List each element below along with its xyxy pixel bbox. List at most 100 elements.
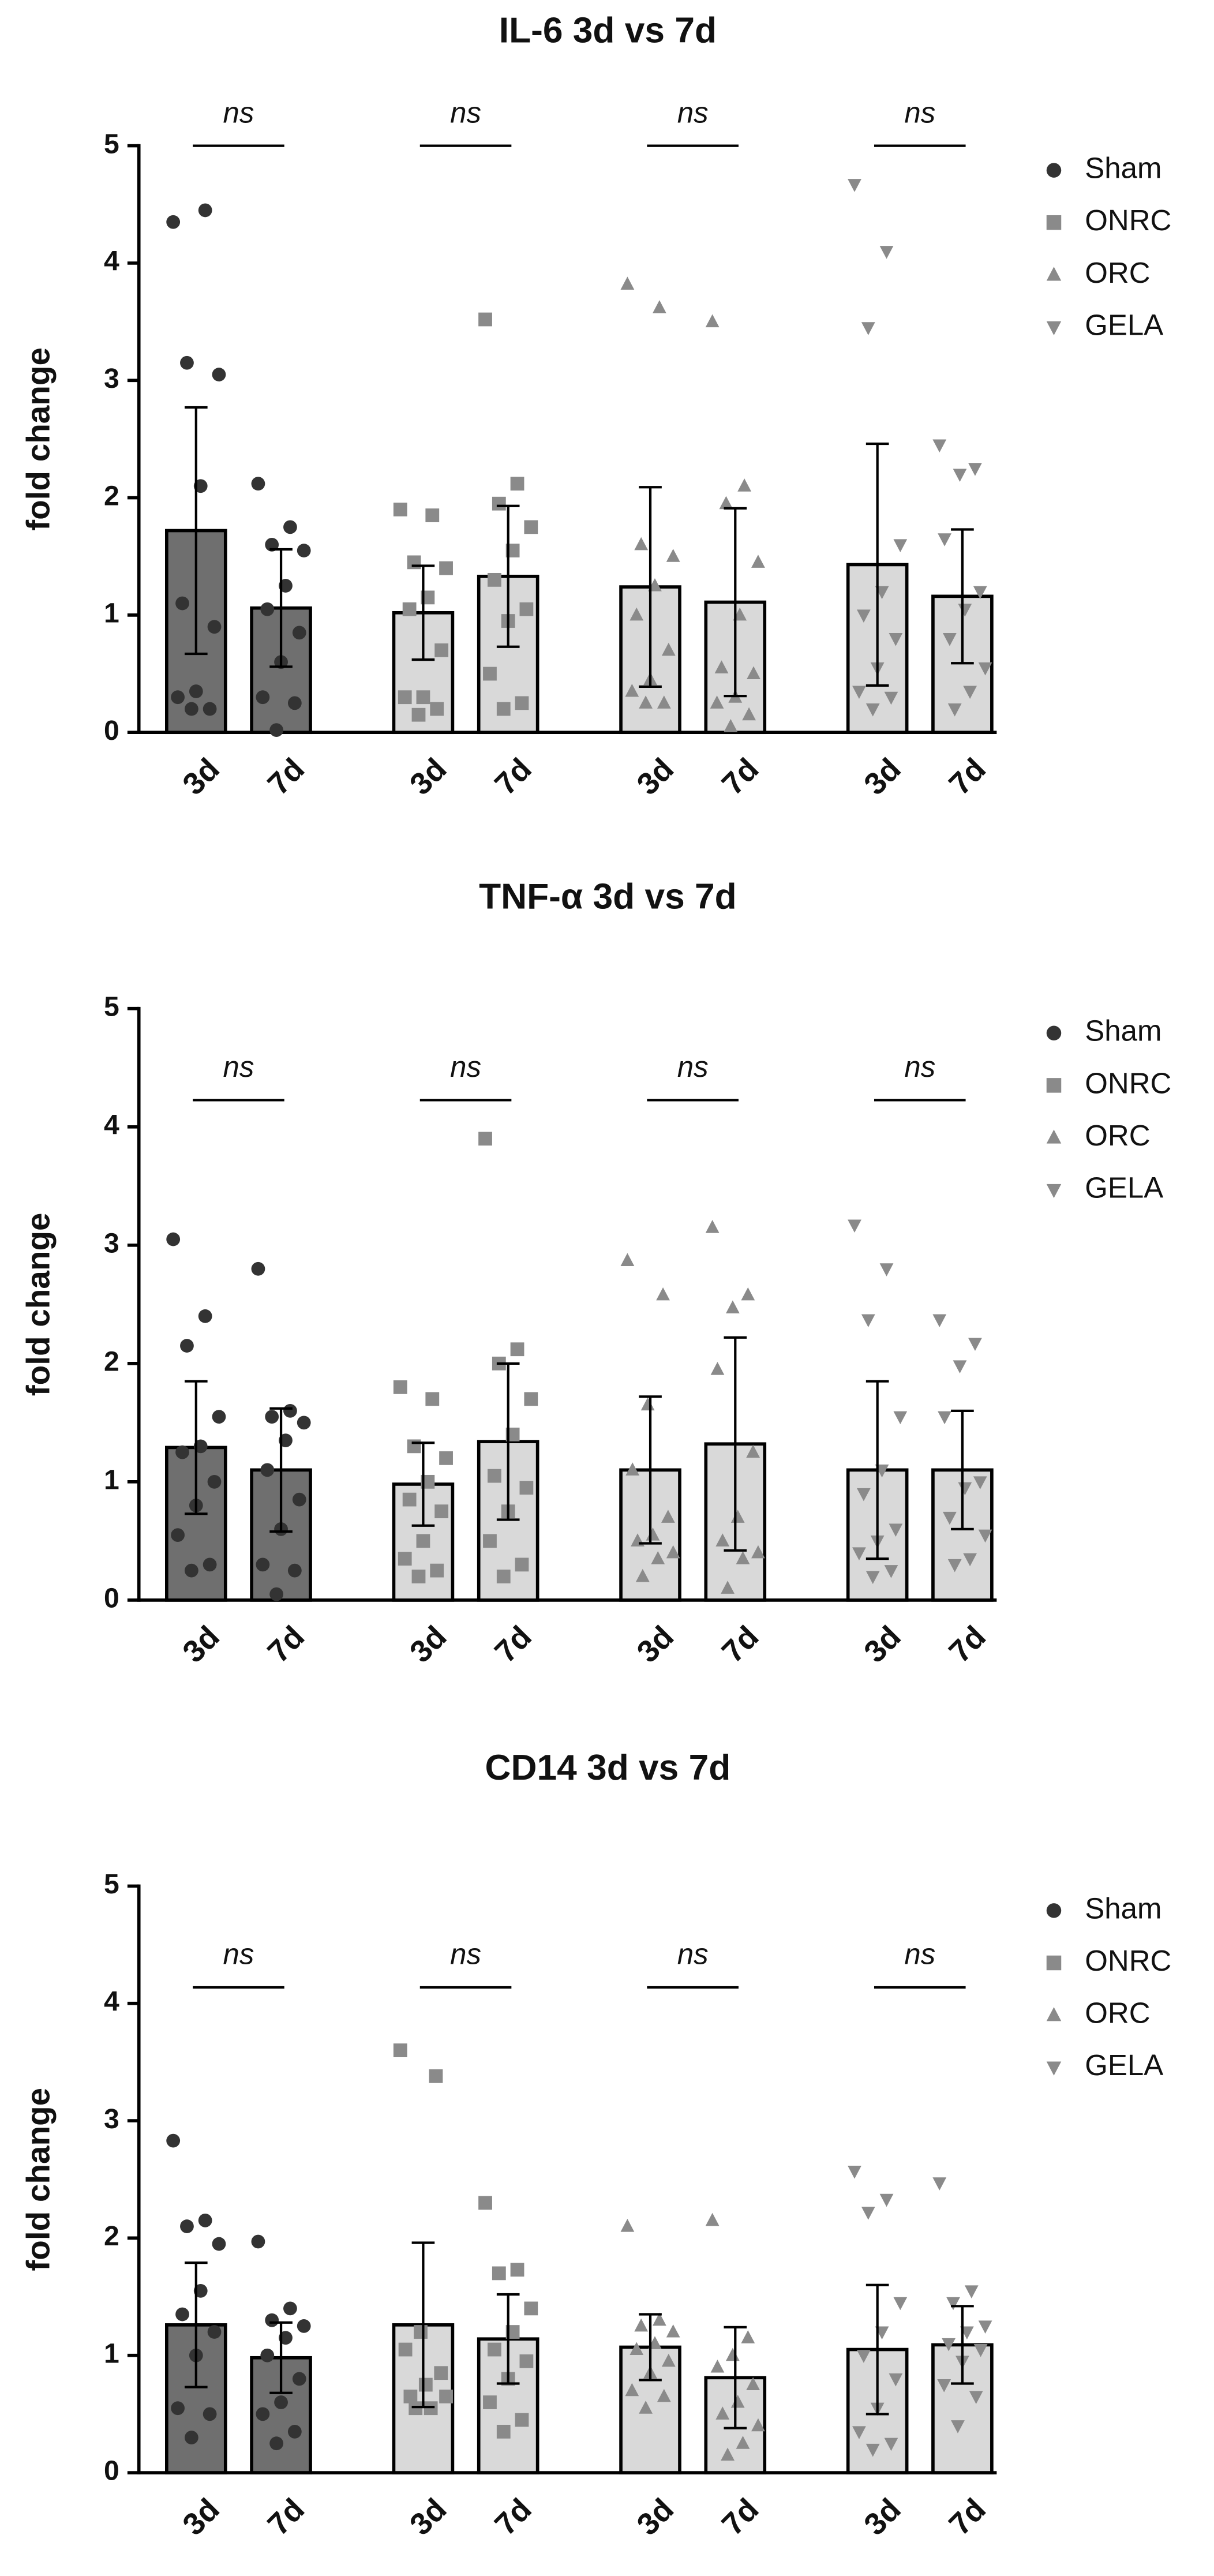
data-point xyxy=(274,2395,288,2409)
data-point xyxy=(292,1492,306,1507)
legend-marker xyxy=(1046,1129,1062,1144)
data-point xyxy=(430,1563,444,1578)
x-tick-label: 7d xyxy=(261,1619,311,1669)
data-point xyxy=(715,2406,730,2420)
data-point xyxy=(705,1219,720,1233)
legend-label: Sham xyxy=(1085,152,1161,185)
data-point xyxy=(416,1534,430,1548)
data-point xyxy=(393,2043,407,2057)
data-point xyxy=(666,2324,680,2338)
data-point xyxy=(620,2218,635,2232)
legend-label: GELA xyxy=(1085,1171,1163,1204)
data-point xyxy=(524,1392,538,1406)
data-point xyxy=(212,1410,226,1424)
data-point xyxy=(198,203,212,218)
data-point xyxy=(207,1474,222,1489)
data-point xyxy=(297,2319,311,2333)
data-point xyxy=(856,2350,871,2363)
data-point xyxy=(414,2325,428,2339)
data-point xyxy=(751,555,765,568)
data-point xyxy=(942,633,957,646)
chart-title: IL-6 3d vs 7d xyxy=(499,11,717,51)
data-point xyxy=(884,1565,898,1578)
data-point xyxy=(746,2377,760,2391)
data-point xyxy=(741,2330,755,2343)
data-point xyxy=(721,2447,735,2461)
data-point xyxy=(180,1339,194,1353)
y-tick-label: 3 xyxy=(104,1228,119,1259)
data-point xyxy=(483,667,497,681)
data-point xyxy=(852,686,866,699)
data-point xyxy=(515,2413,529,2427)
y-tick-label: 2 xyxy=(104,480,119,511)
significance-label: ns xyxy=(677,1938,709,1971)
data-point xyxy=(251,2234,265,2249)
x-tick-label: 3d xyxy=(630,1619,680,1669)
data-point xyxy=(287,696,302,710)
data-point xyxy=(203,702,217,716)
data-point xyxy=(171,2401,185,2416)
data-point xyxy=(932,2177,947,2191)
data-point xyxy=(175,596,189,611)
data-point xyxy=(292,626,306,640)
x-tick-label: 3d xyxy=(857,751,908,802)
data-point xyxy=(978,1529,992,1543)
data-point xyxy=(519,2354,534,2368)
data-point xyxy=(198,1309,212,1323)
data-point xyxy=(171,1528,185,1542)
data-point xyxy=(715,1533,730,1547)
data-point xyxy=(625,1462,640,1476)
data-point xyxy=(889,2373,903,2387)
data-point xyxy=(265,537,279,552)
legend-label: ONRC xyxy=(1085,1944,1171,1977)
data-point xyxy=(705,2212,720,2226)
data-point xyxy=(884,691,898,705)
legend-marker xyxy=(1046,1025,1062,1040)
y-tick-label: 4 xyxy=(104,1986,119,2017)
data-point xyxy=(938,1411,951,1425)
legend-label: GELA xyxy=(1085,308,1163,341)
legend-label: GELA xyxy=(1085,2049,1163,2081)
y-tick-label: 1 xyxy=(104,1465,119,1496)
data-point xyxy=(937,2379,951,2392)
data-point xyxy=(848,2165,861,2179)
x-tick-label: 3d xyxy=(403,1619,454,1669)
x-tick-label: 7d xyxy=(942,1619,992,1669)
data-point xyxy=(430,702,444,716)
data-point xyxy=(639,2401,653,2414)
data-point xyxy=(251,1261,265,1276)
data-point xyxy=(393,1380,407,1394)
data-point xyxy=(207,620,222,634)
data-point xyxy=(865,703,880,717)
data-point xyxy=(265,1410,279,1424)
legend-marker xyxy=(1046,1078,1062,1093)
x-tick-label: 7d xyxy=(261,2492,311,2542)
data-point xyxy=(736,1551,750,1564)
data-point xyxy=(657,2388,671,2402)
x-tick-label: 7d xyxy=(261,751,311,802)
data-point xyxy=(656,1287,670,1301)
data-point xyxy=(407,1439,421,1454)
data-point xyxy=(434,1504,449,1518)
data-point xyxy=(724,718,738,732)
significance-label: ns xyxy=(450,96,481,129)
data-point xyxy=(260,602,275,616)
legend-marker xyxy=(1046,163,1062,178)
legend-label: ORC xyxy=(1085,256,1150,289)
data-point xyxy=(737,478,752,492)
data-point xyxy=(746,1444,760,1458)
data-point xyxy=(175,1445,189,1459)
data-point xyxy=(510,1342,524,1357)
data-point xyxy=(265,2313,279,2327)
significance-label: ns xyxy=(223,96,254,129)
data-point xyxy=(963,1553,977,1567)
data-point xyxy=(714,660,729,673)
data-point xyxy=(283,520,297,534)
data-point xyxy=(519,602,534,616)
data-point xyxy=(283,2301,297,2316)
data-point xyxy=(411,707,426,722)
data-point xyxy=(478,312,492,327)
data-point xyxy=(171,690,185,705)
data-point xyxy=(856,1488,871,1502)
